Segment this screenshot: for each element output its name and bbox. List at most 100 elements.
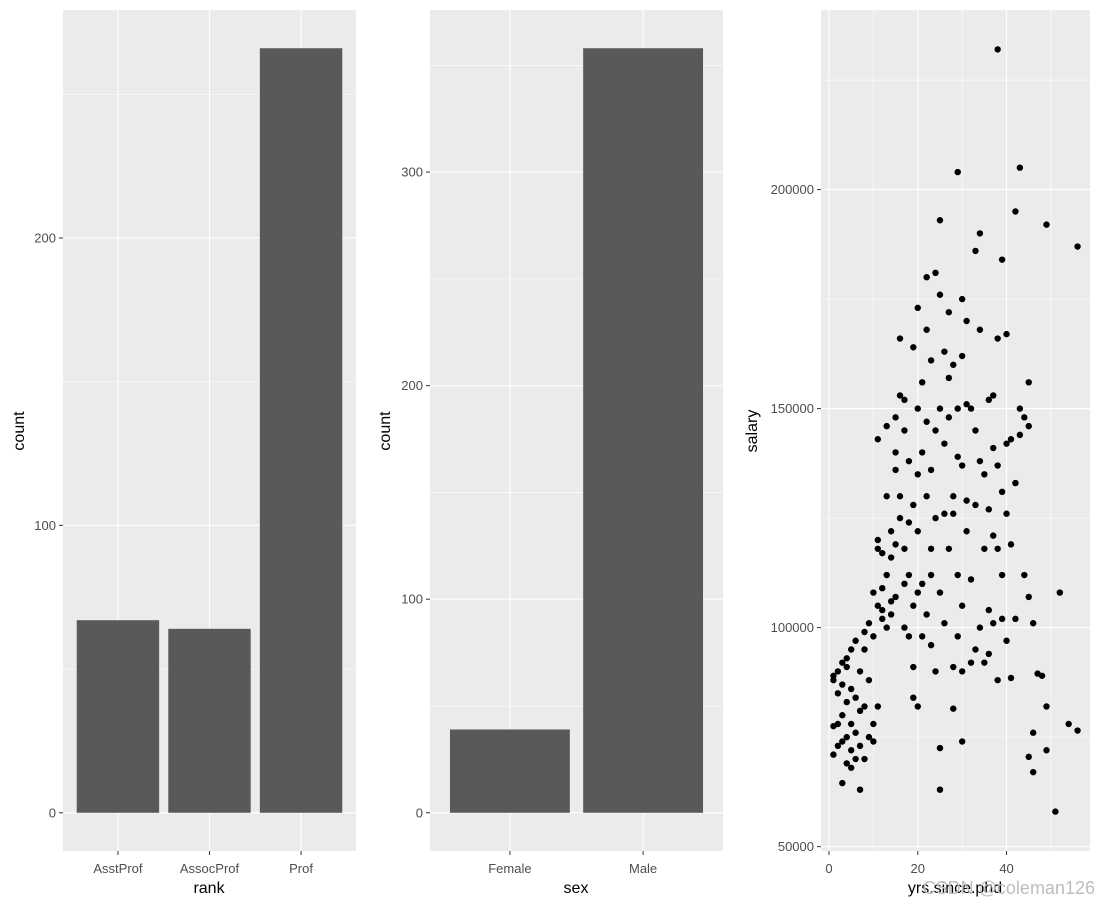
- scatter-point: [856, 707, 864, 715]
- scatter-point: [932, 269, 939, 277]
- scatter-point: [914, 471, 921, 478]
- scatter-point: [936, 217, 944, 224]
- scatter-point: [910, 344, 917, 351]
- panel-sex-bars: [449, 48, 704, 813]
- scatter-point: [923, 611, 930, 618]
- scatter-point: [874, 602, 882, 609]
- scatter-point: [950, 705, 957, 712]
- y-tick-label: 100000: [771, 620, 814, 635]
- scatter-point: [994, 545, 1001, 552]
- scatter-point: [994, 462, 1001, 469]
- scatter-point: [1025, 593, 1032, 601]
- scatter-point: [843, 733, 850, 741]
- panel-salary-background: [821, 10, 1090, 851]
- scatter-point: [958, 668, 966, 675]
- panel-rank-x-ticks: AsstProf AssocProf Prof: [93, 851, 313, 876]
- scatter-point: [905, 457, 913, 465]
- scatter-point: [856, 786, 864, 793]
- scatter-point: [954, 633, 961, 640]
- scatter-point: [1016, 405, 1024, 412]
- scatter-point: [936, 405, 944, 412]
- panel-salary-gridlines: [821, 10, 1090, 851]
- scatter-point: [1065, 720, 1072, 728]
- scatter-point: [874, 436, 882, 443]
- scatter-point: [910, 501, 917, 509]
- panel-rank-x-title: rank: [193, 880, 225, 897]
- scatter-point: [941, 510, 948, 517]
- scatter-point: [914, 528, 921, 535]
- scatter-point: [932, 514, 939, 522]
- scatter-point: [923, 493, 930, 500]
- y-tick-label: 100: [34, 518, 56, 533]
- y-tick-label: 200: [401, 378, 423, 393]
- scatter-point: [905, 571, 913, 579]
- scatter-point: [927, 545, 935, 552]
- scatter-point: [879, 549, 886, 557]
- scatter-point: [914, 405, 921, 412]
- scatter-point: [954, 571, 961, 579]
- scatter-point: [839, 681, 846, 688]
- panel-sex: 0 100 200 300 Female Male sex count: [377, 10, 723, 897]
- scatter-point: [998, 615, 1006, 623]
- scatter-point: [887, 528, 895, 535]
- scatter-point: [985, 650, 992, 658]
- scatter-point: [958, 602, 966, 609]
- scatter-point: [905, 519, 913, 526]
- scatter-point: [892, 449, 899, 456]
- scatter-point: [998, 256, 1006, 263]
- y-tick-label: 0: [49, 805, 56, 820]
- scatter-point: [990, 532, 997, 539]
- scatter-point: [883, 493, 890, 500]
- scatter-point: [990, 392, 997, 399]
- scatter-point: [852, 694, 859, 701]
- scatter-point: [914, 703, 921, 710]
- y-tick-label: 300: [401, 165, 423, 180]
- scatter-point: [856, 668, 864, 675]
- x-tick-label: 40: [999, 861, 1013, 876]
- scatter-point: [923, 273, 930, 281]
- x-tick-label: 20: [911, 861, 925, 876]
- scatter-point: [834, 668, 842, 675]
- scatter-point: [865, 733, 873, 741]
- scatter-point: [896, 335, 904, 342]
- scatter-point: [852, 729, 859, 736]
- scatter-point: [914, 589, 921, 596]
- x-tick-label: AsstProf: [93, 861, 143, 876]
- scatter-point: [865, 620, 873, 627]
- scatter-point: [870, 633, 877, 640]
- scatter-point: [1003, 330, 1010, 338]
- scatter-point: [985, 506, 992, 513]
- x-tick-label: Prof: [289, 861, 313, 876]
- panel-rank-y-ticks: 0 100 200: [34, 230, 63, 820]
- scatter-point: [1038, 672, 1046, 679]
- panel-sex-y-title: count: [377, 411, 394, 451]
- scatter-point: [1021, 571, 1028, 579]
- scatter-point: [967, 659, 975, 666]
- scatter-point: [861, 646, 868, 653]
- bar-female: [449, 729, 570, 813]
- scatter-point: [945, 545, 953, 552]
- panel-sex-y-ticks: 0 100 200 300: [401, 165, 430, 820]
- panel-rank: 0 100 200 AsstProf AssocProf Prof rank count: [11, 10, 356, 897]
- scatter-point: [981, 545, 988, 552]
- scatter-point: [856, 742, 864, 750]
- scatter-point: [834, 690, 842, 697]
- panel-salary-x-title: yrs.since.phd: [908, 880, 1002, 897]
- scatter-point: [972, 427, 979, 434]
- scatter-point: [972, 247, 979, 255]
- scatter-point: [976, 230, 984, 237]
- scatter-point: [954, 405, 961, 412]
- scatter-point: [994, 676, 1001, 684]
- scatter-point: [874, 703, 882, 710]
- scatter-point: [901, 545, 908, 552]
- scatter-point: [967, 576, 975, 583]
- scatter-point: [941, 440, 948, 447]
- scatter-point: [847, 720, 855, 728]
- scatter-point: [972, 501, 979, 509]
- scatter-point: [927, 641, 935, 649]
- scatter-point: [919, 633, 926, 640]
- scatter-point: [865, 676, 873, 684]
- y-tick-label: 0: [416, 805, 423, 820]
- scatter-point: [1012, 615, 1019, 623]
